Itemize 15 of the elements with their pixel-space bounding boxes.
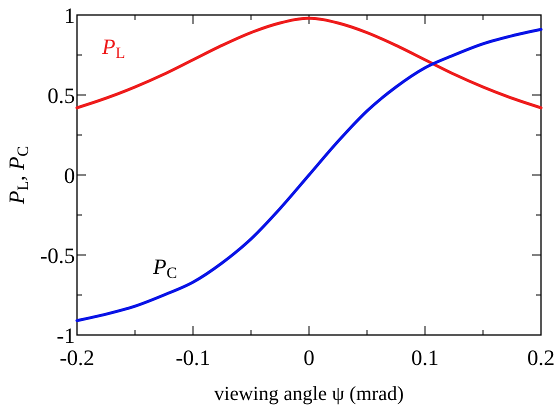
x-tick-label: -0.2 [60, 345, 94, 370]
series-label: P$_{L}$ [101, 34, 126, 62]
series-label: P$_{C}$ [152, 254, 178, 282]
y-tick-label: -0.5 [40, 243, 75, 268]
x-tick-label: 0.2 [527, 345, 555, 370]
y-tick-label: 0.5 [48, 83, 75, 108]
y-tick-label: -1 [56, 323, 75, 348]
x-axis-title: viewing angle ψ (mrad) [214, 383, 404, 405]
y-tick-label: 1 [64, 3, 75, 28]
x-tick-label: -0.1 [176, 345, 210, 370]
y-tick-label: 0 [64, 163, 75, 188]
line-series [76, 28, 542, 322]
line-series [76, 16, 542, 110]
x-tick-label: 0.1 [411, 345, 439, 370]
x-tick-label: 0 [304, 345, 314, 370]
